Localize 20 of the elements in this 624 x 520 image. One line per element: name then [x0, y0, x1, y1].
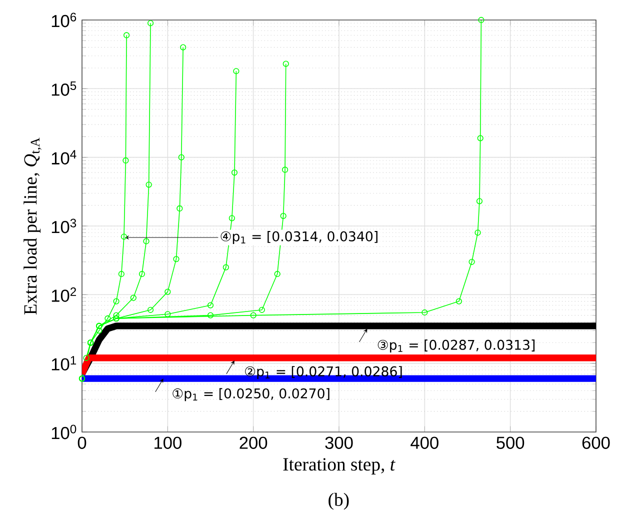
text: (b) — [328, 492, 349, 510]
x-tick-label: 100 — [154, 436, 182, 449]
x-axis-title: Iteration step, t — [283, 458, 396, 474]
x-tick-label: 200 — [240, 436, 268, 449]
y-tick-label: 10$^{6}$ — [52, 12, 76, 28]
x-tick-label: 600 — [582, 436, 610, 449]
x-tick-label: 400 — [410, 436, 438, 449]
annotation: ④p$_{1}$ = [0.0314, 0.0340] — [220, 231, 378, 244]
y-tick-label: 10$^{1}$ — [52, 356, 76, 370]
annotation: ③p$_{1}$ = [0.0287, 0.0313] — [378, 340, 535, 352]
y-axis-title: Extra load per line, Q$_{t,A}$ — [24, 138, 42, 315]
x-tick-label: 300 — [325, 436, 353, 449]
y-tick-label: 10$^{3}$ — [52, 218, 76, 234]
y-tick-label: 10$^{5}$ — [52, 82, 76, 96]
x-tick-label: 0 — [78, 436, 86, 449]
y-tick-label: 10$^{2}$ — [52, 287, 76, 302]
annotation: ①p$_{1}$ = [0.0250, 0.0270] — [172, 388, 330, 402]
y-tick-label: 10$^{0}$ — [52, 424, 76, 440]
x-tick-label: 500 — [496, 436, 524, 449]
y-tick-label: 10$^{4}$ — [52, 150, 76, 164]
